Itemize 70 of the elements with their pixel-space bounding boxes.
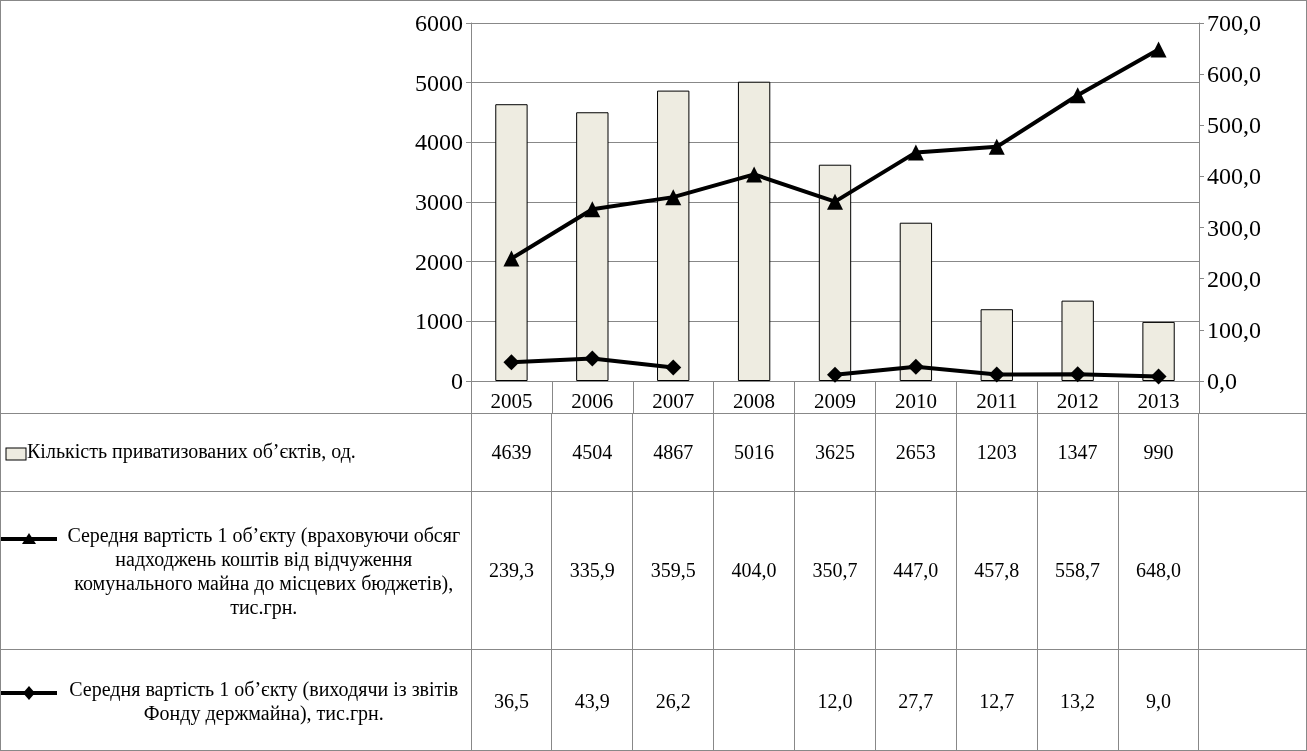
y2-tick-label: 500,0 (1207, 112, 1261, 139)
data-label: 1347 (1037, 413, 1119, 492)
data-label: 12,0 (794, 649, 876, 751)
data-label: 1203 (956, 413, 1038, 492)
point (665, 189, 682, 206)
y2-tick-label: 600,0 (1207, 61, 1261, 88)
point (907, 144, 924, 161)
legend-label: Середня вартість 1 об’єкту (виходячи із звітів Фонду держмайна), тис.грн. (68, 677, 460, 725)
legend-label: Кількість приватизованих об’єктів, од. (26, 439, 357, 465)
point (1069, 87, 1086, 104)
point (503, 354, 520, 371)
y-tick-label: 1000 (415, 308, 463, 335)
point (746, 166, 763, 183)
data-label: 13,2 (1037, 649, 1119, 751)
point (827, 193, 843, 210)
data-label: 26,2 (632, 649, 714, 751)
x-tick-label: 2009 (814, 388, 856, 413)
y2-tick-label: 300,0 (1207, 214, 1261, 241)
x-tick-label: 2013 (1137, 388, 1180, 413)
y-tick-label: 3000 (415, 189, 463, 215)
data-label: 3625 (794, 413, 876, 492)
point (988, 138, 1005, 155)
legend-label: Середня вартість 1 об’єкту (враховуючи обсяг надходжень коштів від відчуження комунального майна до місцевих бюджетів), тис.грн. (66, 522, 462, 619)
point (584, 201, 601, 218)
data-label: 4867 (632, 413, 714, 492)
data-label: 447,0 (875, 491, 957, 650)
y2-tick-label: 400,0 (1207, 163, 1261, 190)
point (1150, 368, 1167, 385)
y2-tick-label: 0,0 (1207, 368, 1237, 394)
y2-tick-label: 200,0 (1207, 265, 1261, 292)
y-tick-label: 0 (451, 368, 463, 394)
point (584, 350, 601, 367)
point (503, 250, 520, 267)
x-tick-label: 2010 (894, 388, 937, 413)
point (1150, 41, 1167, 58)
point (1069, 366, 1086, 383)
point (907, 358, 924, 375)
y2-tick-label: 100,0 (1207, 316, 1261, 343)
x-tick-label: 2006 (571, 388, 614, 413)
y-tick-label: 2000 (415, 248, 463, 275)
data-label: 36,5 (471, 649, 552, 751)
x-tick-label: 2011 (976, 388, 1018, 413)
data-label: 239,3 (471, 491, 552, 650)
data-label: 27,7 (875, 649, 957, 751)
x-tick-label: 2007 (652, 388, 695, 413)
data-label: 4504 (551, 413, 633, 492)
data-label: 4639 (471, 413, 552, 492)
data-label: 43,9 (551, 649, 633, 751)
x-tick-label: 2005 (490, 388, 533, 413)
data-label: 990 (1118, 413, 1199, 492)
data-label: 12,7 (956, 649, 1038, 751)
data-label: 350,7 (794, 491, 876, 650)
data-label: 648,0 (1118, 491, 1199, 650)
y-tick-label: 6000 (415, 10, 463, 36)
data-label: 2653 (875, 413, 957, 492)
data-label: 359,5 (632, 491, 714, 650)
data-label: 404,0 (713, 491, 795, 650)
point (988, 366, 1005, 383)
data-label: 457,8 (956, 491, 1038, 650)
point (665, 359, 682, 376)
y2-tick-label: 700,0 (1207, 10, 1261, 36)
y-tick-label: 5000 (415, 69, 463, 96)
data-label: 335,9 (551, 491, 633, 650)
x-tick-label: 2008 (733, 388, 776, 413)
x-tick-label: 2012 (1056, 388, 1099, 413)
point (827, 366, 843, 383)
y-tick-label: 4000 (415, 129, 463, 156)
data-label: 9,0 (1118, 649, 1199, 751)
data-label: 558,7 (1037, 491, 1119, 650)
data-label: 5016 (713, 413, 795, 492)
